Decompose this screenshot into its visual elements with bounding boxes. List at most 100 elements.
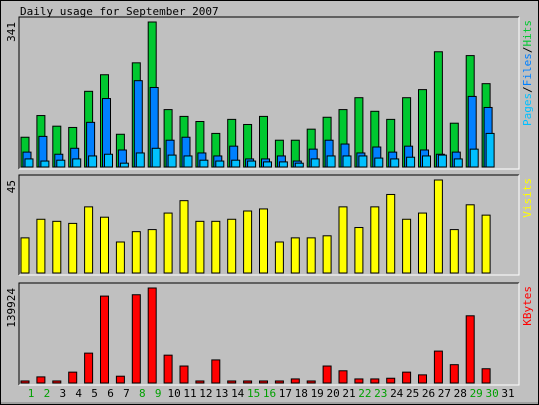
x-tick-label: 22 — [358, 387, 371, 400]
bar — [52, 220, 62, 274]
bar — [306, 237, 316, 274]
x-tick-label: 1 — [28, 387, 35, 400]
bar — [259, 380, 268, 384]
bar — [20, 380, 30, 384]
legend: Visits — [521, 178, 534, 218]
bar — [195, 380, 205, 384]
bar — [322, 235, 332, 274]
x-tick-label: 25 — [406, 387, 419, 400]
bar — [163, 212, 173, 274]
bar — [179, 200, 189, 274]
bar — [100, 216, 109, 274]
x-tick-label: 12 — [199, 387, 212, 400]
bar — [437, 154, 447, 168]
panel-bevel — [18, 174, 519, 275]
bar — [449, 364, 459, 384]
x-tick-label: 16 — [263, 387, 276, 400]
panel-bevel — [18, 16, 519, 169]
bar — [306, 380, 316, 384]
x-tick-label: 31 — [501, 387, 514, 400]
panel-bevel — [19, 17, 520, 170]
chart-title: Daily usage for September 2007 — [20, 5, 219, 18]
bar — [259, 208, 268, 274]
bar — [338, 370, 348, 384]
bar — [84, 352, 94, 384]
x-tick-label: 17 — [279, 387, 292, 400]
bar — [402, 218, 412, 274]
bar — [465, 315, 475, 384]
bar — [354, 227, 364, 274]
bar — [465, 204, 475, 274]
bar — [322, 365, 332, 384]
bar — [386, 377, 396, 384]
bar — [68, 371, 78, 384]
x-tick-label: 29 — [470, 387, 483, 400]
bar — [263, 161, 272, 168]
panel — [19, 283, 519, 385]
x-tick-label: 18 — [295, 387, 308, 400]
bar — [179, 365, 189, 384]
bar — [310, 158, 320, 168]
bar — [422, 155, 431, 168]
panel-bevel — [18, 282, 519, 385]
bar — [390, 158, 400, 168]
bar — [485, 132, 495, 168]
bar — [84, 206, 94, 274]
bar — [338, 206, 348, 274]
x-tick-label: 3 — [59, 387, 66, 400]
bar — [227, 218, 237, 274]
bar — [386, 193, 396, 274]
x-tick-label: 19 — [311, 387, 324, 400]
bar — [231, 159, 241, 168]
bar — [72, 158, 82, 168]
x-tick-label: 26 — [422, 387, 435, 400]
bar — [100, 295, 109, 384]
panel — [19, 175, 519, 275]
bar — [433, 179, 443, 274]
bar — [243, 210, 253, 274]
x-tick-label: 10 — [167, 387, 180, 400]
bar — [418, 374, 427, 384]
bar — [131, 231, 141, 274]
bar — [52, 380, 62, 384]
bar — [195, 220, 205, 274]
bar — [418, 212, 427, 274]
legend-separator: / — [521, 86, 534, 93]
bar — [274, 241, 284, 274]
legend: KBytes — [521, 286, 534, 326]
bar — [36, 376, 46, 384]
x-tick-label: 11 — [183, 387, 196, 400]
x-tick-label: 21 — [342, 387, 355, 400]
legend-entry: Visits — [521, 178, 534, 218]
x-tick-label: 30 — [485, 387, 498, 400]
bar — [354, 378, 364, 384]
bar — [40, 160, 50, 168]
panel-bevel — [19, 283, 520, 386]
y-tick-label: 139924 — [5, 288, 18, 328]
bar — [147, 287, 157, 384]
bar — [481, 368, 491, 384]
bar — [167, 154, 177, 168]
bar — [278, 161, 288, 168]
bar — [358, 155, 368, 168]
panel-bevel — [19, 175, 520, 276]
x-tick-label: 14 — [231, 387, 245, 400]
bar — [374, 157, 384, 168]
x-tick-label: 7 — [123, 387, 130, 400]
x-tick-label: 23 — [374, 387, 387, 400]
x-tick-label: 8 — [139, 387, 146, 400]
bar — [342, 155, 352, 168]
bar — [115, 241, 125, 274]
bar — [104, 153, 113, 168]
bar — [433, 350, 443, 384]
bar — [20, 237, 30, 274]
bar — [406, 156, 416, 168]
bar — [211, 359, 221, 384]
legend-entry: Hits — [521, 20, 534, 47]
bar — [68, 222, 78, 274]
bar — [243, 380, 253, 384]
x-tick-label: 13 — [215, 387, 228, 400]
bar — [433, 51, 443, 168]
bar — [227, 380, 237, 384]
x-tick-label: 5 — [91, 387, 98, 400]
